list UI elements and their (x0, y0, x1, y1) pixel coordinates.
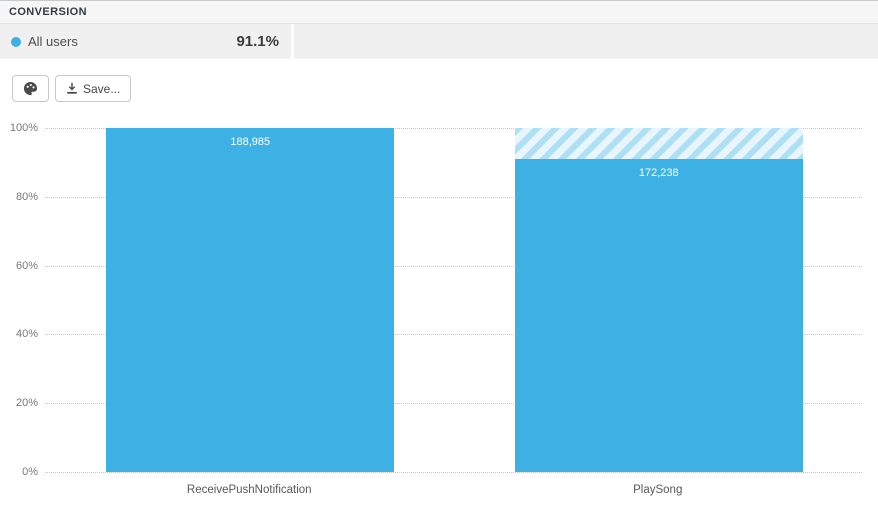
color-options-button[interactable] (12, 75, 49, 102)
series-color-dot (11, 36, 21, 47)
series-label: All users (28, 34, 78, 49)
toolbar: Save... (12, 75, 878, 102)
gridline (45, 265, 862, 267)
bar-value-label: 188,985 (230, 136, 271, 148)
x-label-receivepushnotification: ReceivePushNotification (186, 484, 312, 496)
conversion-rate: 91.1% (236, 33, 279, 50)
conversion-title: CONVERSION (9, 6, 87, 18)
gridline (45, 128, 862, 129)
legend-row-spacer (294, 24, 878, 59)
gridline (45, 472, 862, 473)
save-button[interactable]: Save... (55, 75, 132, 102)
legend-all-users[interactable]: All users 91.1% (0, 24, 291, 59)
palette-icon (23, 81, 38, 96)
download-icon (66, 82, 78, 95)
x-axis-labels: ReceivePushNotification PlaySong (45, 484, 862, 500)
gridline (45, 403, 862, 405)
legend-row: All users 91.1% (0, 24, 878, 59)
bar-value-label: 172,238 (638, 166, 679, 179)
bar-playsong[interactable]: 172,238 (514, 158, 803, 472)
x-label-playsong: PlaySong (633, 484, 683, 496)
bar-column: 172,238 (514, 128, 803, 472)
funnel-chart: 100% 80% 60% 40% 20% 0% 188,985 172,238 (0, 122, 878, 502)
dropoff-hatch (514, 128, 803, 159)
gridline (45, 334, 862, 336)
y-tick-label: 100% (9, 122, 38, 134)
funnel-step-playsong[interactable]: 172,238 (454, 128, 863, 472)
bar-receivepushnotification[interactable]: 188,985 (106, 128, 395, 472)
plot-area: 188,985 172,238 (45, 128, 863, 473)
y-tick-label: 40% (15, 328, 38, 341)
gridline (45, 196, 862, 198)
save-button-label: Save... (83, 81, 121, 96)
conversion-header: CONVERSION (0, 1, 878, 24)
funnel-step-receivepushnotification[interactable]: 188,985 (45, 128, 454, 472)
y-tick-label: 0% (22, 466, 38, 478)
y-tick-label: 80% (15, 190, 38, 203)
y-axis: 100% 80% 60% 40% 20% 0% (0, 122, 38, 478)
y-tick-label: 60% (15, 259, 38, 272)
bar-column: 188,985 (106, 128, 395, 472)
y-tick-label: 20% (15, 397, 38, 410)
